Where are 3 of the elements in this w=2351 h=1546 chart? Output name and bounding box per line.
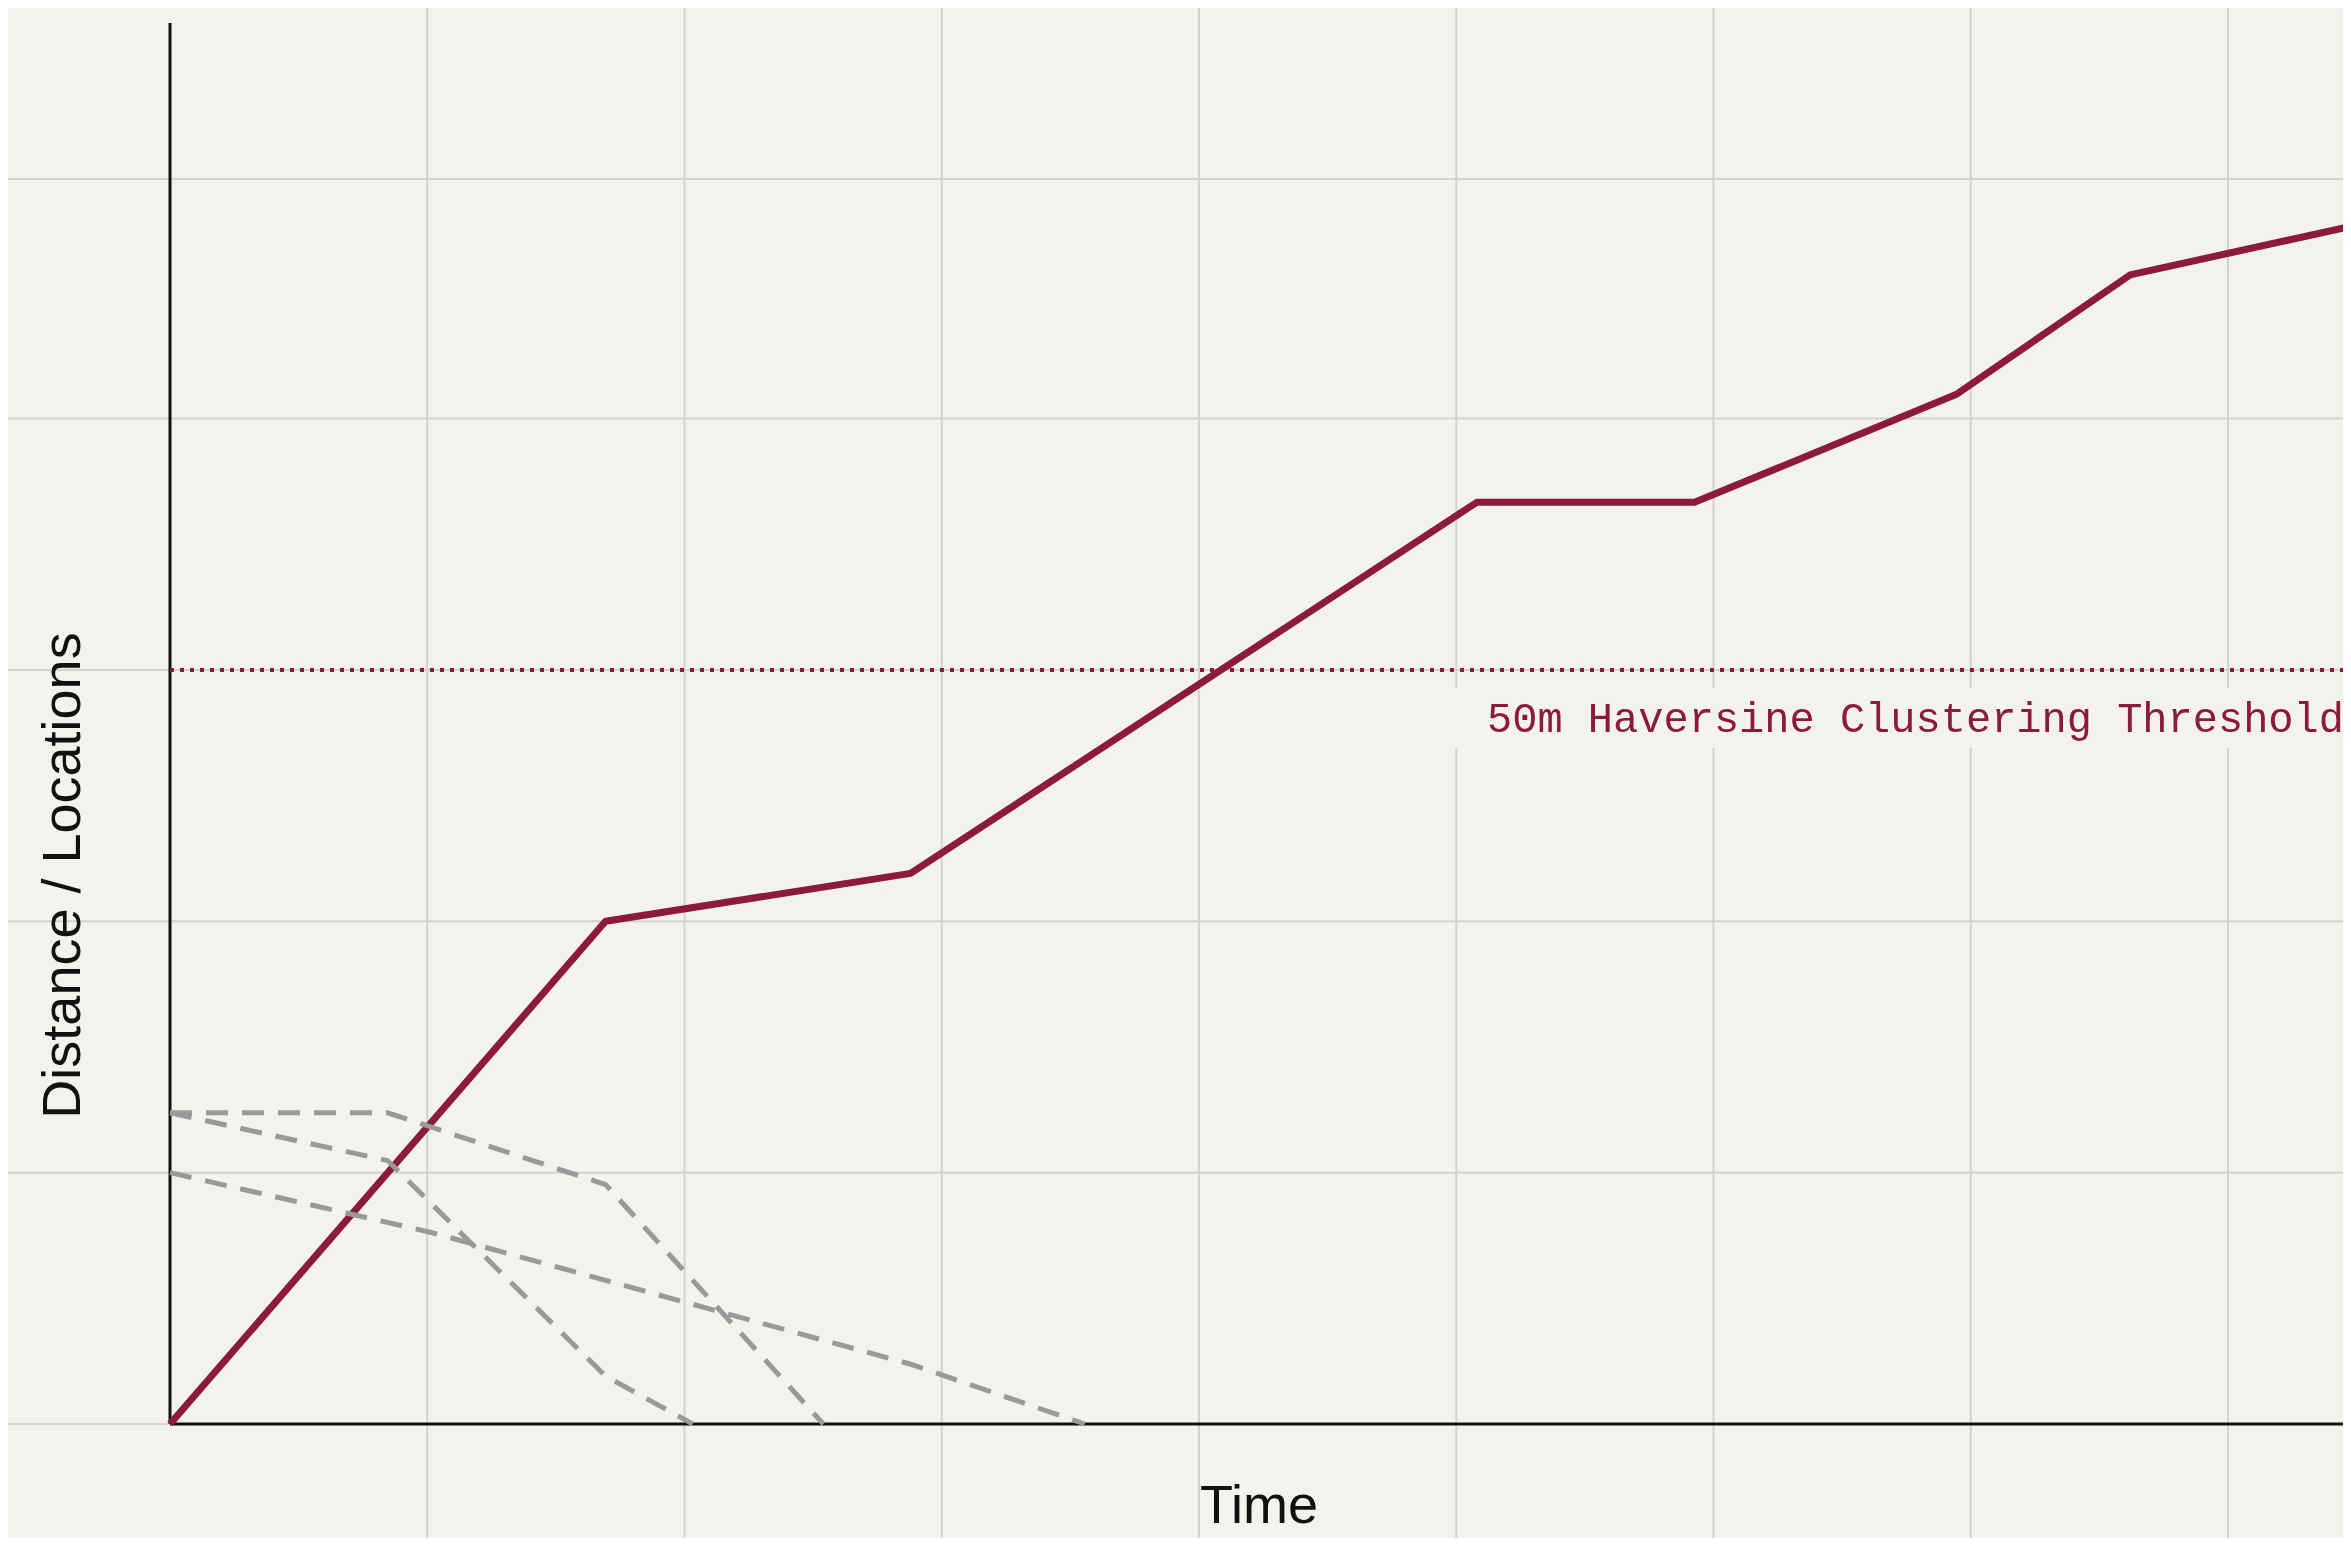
x-axis-title: Time <box>1200 1474 1318 1534</box>
y-axis-title: Distance / Locations <box>31 632 91 1119</box>
ref-line-label: 50m Haversine Clustering Threshold <box>1487 696 2344 745</box>
